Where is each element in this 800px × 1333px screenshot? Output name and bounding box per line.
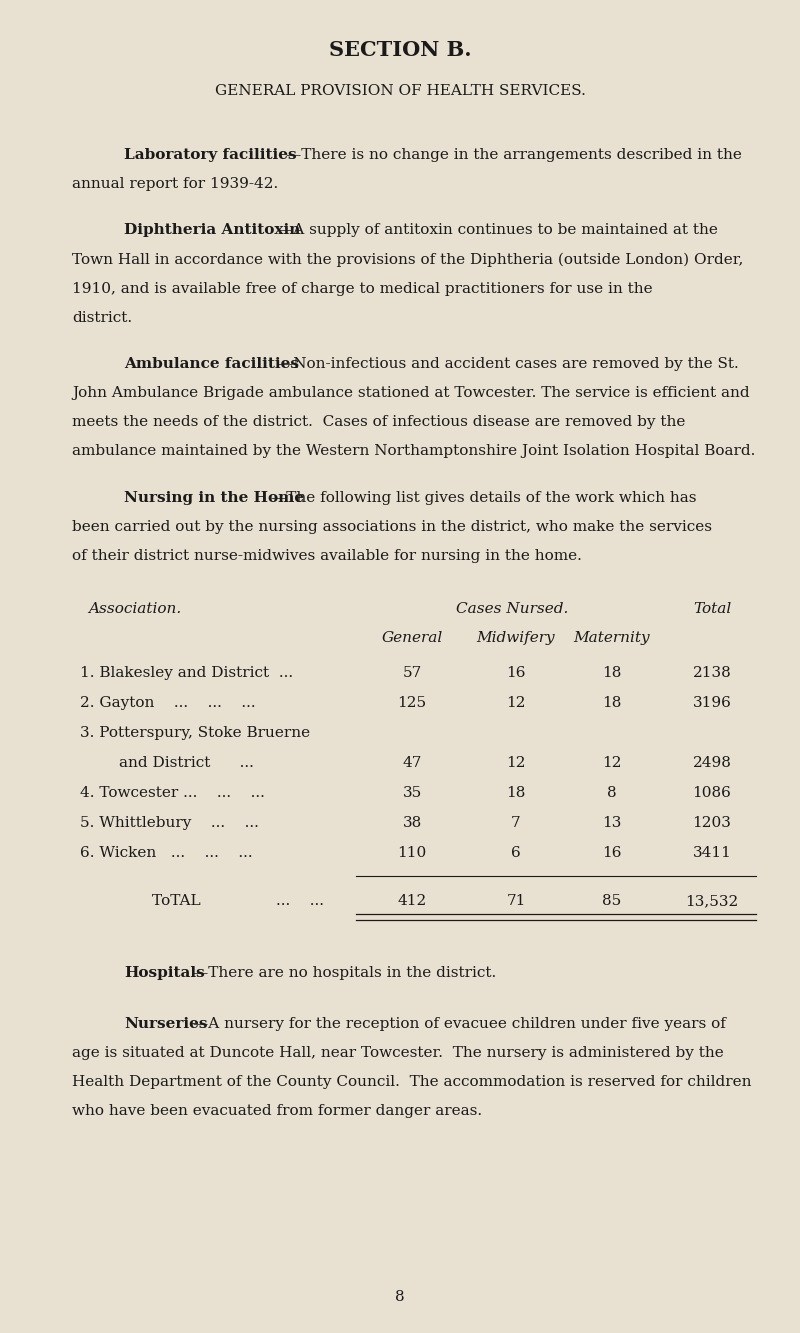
Text: Hospitals: Hospitals bbox=[124, 966, 205, 980]
Text: 12: 12 bbox=[506, 696, 526, 709]
Text: 4. Towcester ...    ...    ...: 4. Towcester ... ... ... bbox=[80, 785, 265, 800]
Text: 1910, and is available free of charge to medical practitioners for use in the: 1910, and is available free of charge to… bbox=[72, 281, 653, 296]
Text: 57: 57 bbox=[402, 665, 422, 680]
Text: Midwifery: Midwifery bbox=[477, 631, 555, 645]
Text: Nursing in the Home: Nursing in the Home bbox=[124, 491, 304, 505]
Text: who have been evacuated from former danger areas.: who have been evacuated from former dang… bbox=[72, 1104, 482, 1118]
Text: 6: 6 bbox=[511, 845, 521, 860]
Text: meets the needs of the district.  Cases of infectious disease are removed by the: meets the needs of the district. Cases o… bbox=[72, 415, 686, 429]
Text: 13: 13 bbox=[602, 816, 622, 829]
Text: 125: 125 bbox=[398, 696, 426, 709]
Text: Laboratory facilities: Laboratory facilities bbox=[124, 148, 297, 163]
Text: SECTION B.: SECTION B. bbox=[329, 40, 471, 60]
Text: John Ambulance Brigade ambulance stationed at Towcester. The service is efficien: John Ambulance Brigade ambulance station… bbox=[72, 387, 750, 400]
Text: 35: 35 bbox=[402, 785, 422, 800]
Text: district.: district. bbox=[72, 311, 132, 325]
Text: TᴏTAL: TᴏTAL bbox=[152, 894, 202, 908]
Text: —There are no hospitals in the district.: —There are no hospitals in the district. bbox=[194, 966, 497, 980]
Text: Maternity: Maternity bbox=[574, 631, 650, 645]
Text: ...    ...: ... ... bbox=[276, 894, 324, 908]
Text: General: General bbox=[382, 631, 442, 645]
Text: GENERAL PROVISION OF HEALTH SERVICES.: GENERAL PROVISION OF HEALTH SERVICES. bbox=[214, 84, 586, 99]
Text: 18: 18 bbox=[506, 785, 526, 800]
Text: Diphtheria Antitoxin: Diphtheria Antitoxin bbox=[124, 224, 300, 237]
Text: 12: 12 bbox=[602, 756, 622, 769]
Text: 47: 47 bbox=[402, 756, 422, 769]
Text: 3196: 3196 bbox=[693, 696, 731, 709]
Text: Nurseries: Nurseries bbox=[124, 1017, 207, 1030]
Text: —The following list gives details of the work which has: —The following list gives details of the… bbox=[270, 491, 696, 505]
Text: 1203: 1203 bbox=[693, 816, 731, 829]
Text: Total: Total bbox=[693, 601, 731, 616]
Text: —Non-infectious and accident cases are removed by the St.: —Non-infectious and accident cases are r… bbox=[278, 357, 739, 371]
Text: Association.: Association. bbox=[88, 601, 182, 616]
Text: Town Hall in accordance with the provisions of the Diphtheria (outside London) O: Town Hall in accordance with the provisi… bbox=[72, 252, 743, 267]
Text: 18: 18 bbox=[602, 696, 622, 709]
Text: 16: 16 bbox=[506, 665, 526, 680]
Text: 7: 7 bbox=[511, 816, 521, 829]
Text: —A nursery for the reception of evacuee children under five years of: —A nursery for the reception of evacuee … bbox=[194, 1017, 726, 1030]
Text: 2. Gayton    ...    ...    ...: 2. Gayton ... ... ... bbox=[80, 696, 256, 709]
Text: 5. Whittlebury    ...    ...: 5. Whittlebury ... ... bbox=[80, 816, 259, 829]
Text: —There is no change in the arrangements described in the: —There is no change in the arrangements … bbox=[286, 148, 742, 163]
Text: 71: 71 bbox=[506, 894, 526, 908]
Text: 12: 12 bbox=[506, 756, 526, 769]
Text: 110: 110 bbox=[398, 845, 426, 860]
Text: 2138: 2138 bbox=[693, 665, 731, 680]
Text: —A supply of antitoxin continues to be maintained at the: —A supply of antitoxin continues to be m… bbox=[278, 224, 718, 237]
Text: 1. Blakesley and District  ...: 1. Blakesley and District ... bbox=[80, 665, 293, 680]
Text: 1086: 1086 bbox=[693, 785, 731, 800]
Text: 3. Potterspury, Stoke Bruerne: 3. Potterspury, Stoke Bruerne bbox=[80, 725, 310, 740]
Text: 3411: 3411 bbox=[693, 845, 731, 860]
Text: 13,532: 13,532 bbox=[686, 894, 738, 908]
Text: 2498: 2498 bbox=[693, 756, 731, 769]
Text: of their district nurse-midwives available for nursing in the home.: of their district nurse-midwives availab… bbox=[72, 549, 582, 563]
Text: and District      ...: and District ... bbox=[80, 756, 254, 769]
Text: been carried out by the nursing associations in the district, who make the servi: been carried out by the nursing associat… bbox=[72, 520, 712, 533]
Text: Health Department of the County Council.  The accommodation is reserved for chil: Health Department of the County Council.… bbox=[72, 1074, 751, 1089]
Text: 412: 412 bbox=[398, 894, 426, 908]
Text: 16: 16 bbox=[602, 845, 622, 860]
Text: ambulance maintained by the Western Northamptonshire Joint Isolation Hospital Bo: ambulance maintained by the Western Nort… bbox=[72, 444, 755, 459]
Text: Ambulance facilities: Ambulance facilities bbox=[124, 357, 299, 371]
Text: 8: 8 bbox=[395, 1289, 405, 1304]
Text: 18: 18 bbox=[602, 665, 622, 680]
Text: 85: 85 bbox=[602, 894, 622, 908]
Text: annual report for 1939-42.: annual report for 1939-42. bbox=[72, 177, 278, 191]
Text: 8: 8 bbox=[607, 785, 617, 800]
Text: Cases Nursed.: Cases Nursed. bbox=[456, 601, 568, 616]
Text: age is situated at Duncote Hall, near Towcester.  The nursery is administered by: age is situated at Duncote Hall, near To… bbox=[72, 1046, 724, 1060]
Text: 38: 38 bbox=[402, 816, 422, 829]
Text: 6. Wicken   ...    ...    ...: 6. Wicken ... ... ... bbox=[80, 845, 253, 860]
